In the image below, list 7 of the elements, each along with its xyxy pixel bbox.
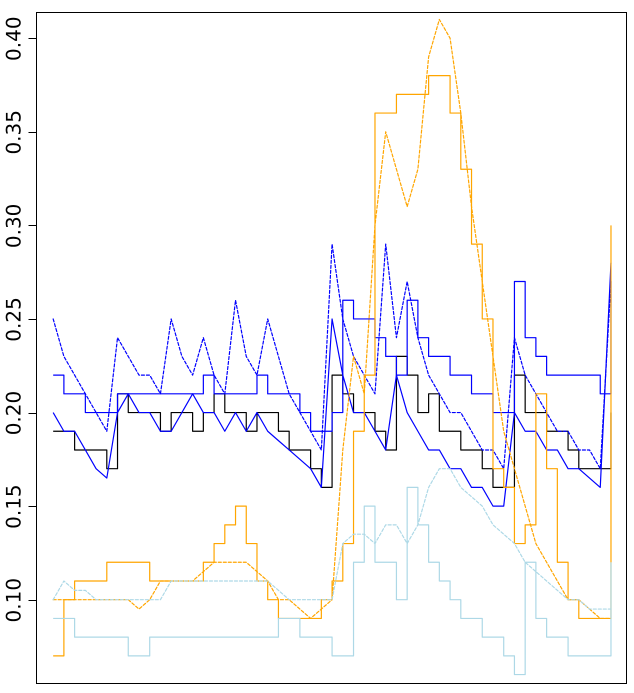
y-tick-label: 0.20 — [2, 390, 26, 436]
y-tick-label: 0.25 — [2, 297, 26, 342]
y-tick-label: 0.10 — [2, 578, 26, 622]
y-tick-label: 0.30 — [2, 204, 26, 248]
y-tick-label: 0.40 — [2, 16, 26, 61]
y-tick-label: 0.35 — [2, 110, 26, 155]
y-tick-label: 0.15 — [2, 484, 26, 529]
